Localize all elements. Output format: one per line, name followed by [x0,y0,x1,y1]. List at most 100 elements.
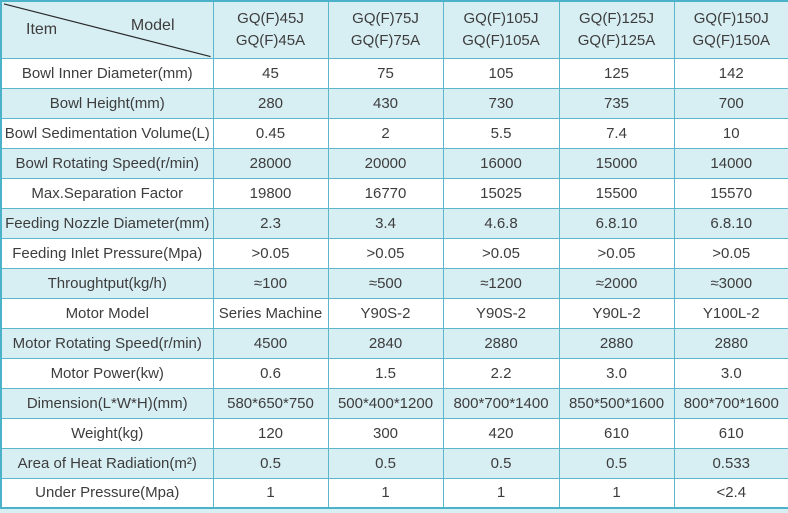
cell-value: 15000 [558,147,675,179]
cell-value: Y90S-2 [327,297,444,329]
table-row: Bowl Height(mm) 280 430 730 735 700 [0,87,788,119]
cell-value: 2.3 [212,207,329,239]
cell-value: 15570 [673,177,788,209]
cell-value: 2 [327,117,444,149]
table-row: Bowl Rotating Speed(r/min) 28000 20000 1600… [0,147,788,179]
row-label: Feeding Nozzle Diameter(mm) [0,207,214,239]
table-row: Bowl Inner Diameter(mm) 45 75 105 125 142 [0,57,788,89]
table-row: Under Pressure(Mpa) 1 1 1 1 <2.4 [0,477,788,509]
bottom-strip [0,509,788,513]
table-row: Feeding Nozzle Diameter(mm) 2.3 3.4 4.6.8 6.… [0,207,788,239]
item-label: Item [26,21,58,38]
cell-value: 800*700*1400 [442,387,560,419]
table-row: Bowl Sedimentation Volume(L) 0.45 2 5.5 7.4 1… [0,117,788,149]
cell-value: Y90S-2 [442,297,560,329]
cell-value: >0.05 [212,237,329,269]
cell-value: 1 [327,477,444,509]
cell-value: 10 [673,117,788,149]
table-body: Bowl Inner Diameter(mm) 45 75 105 125 142 Bowl… [0,57,788,509]
row-label: Feeding Inlet Pressure(Mpa) [0,237,214,269]
cell-value: 2880 [673,327,788,359]
cell-value: 280 [212,87,329,119]
cell-value: 15500 [558,177,675,209]
cell-value: >0.05 [442,237,560,269]
cell-value: 1 [212,477,329,509]
model-label: Model [130,17,175,34]
cell-value: 3.4 [327,207,444,239]
diagonal-divider-line [3,3,211,57]
cell-value: 28000 [212,147,329,179]
cell-value: 850*500*1600 [558,387,675,419]
cell-value: 2.2 [442,357,560,389]
cell-value: 2880 [558,327,675,359]
cell-value: 0.5 [327,447,444,479]
cell-value: 19800 [212,177,329,209]
table-row: Throughtput(kg/h) ≈100 ≈500 ≈1200 ≈2000 ≈3000 [0,267,788,299]
cell-value: 4.6.8 [442,207,560,239]
cell-value: 730 [442,87,560,119]
cell-value: 0.6 [212,357,329,389]
table-row: Feeding Inlet Pressure(Mpa) >0.05 >0.05 >0.… [0,237,788,269]
cell-value: 20000 [327,147,444,179]
cell-value: 0.5 [212,447,329,479]
cell-value: 800*700*1600 [673,387,788,419]
cell-value: 0.5 [558,447,675,479]
cell-value: 430 [327,87,444,119]
cell-value: 2880 [442,327,560,359]
cell-value: 580*650*750 [212,387,329,419]
table-row: Weight(kg) 120 300 420 610 610 [0,417,788,449]
cell-value: 75 [327,57,444,89]
cell-value: 1.5 [327,357,444,389]
cell-value: 0.45 [212,117,329,149]
cell-value: 3.0 [558,357,675,389]
row-label: Dimension(L*W*H)(mm) [0,387,214,419]
table-row: Motor Power(kw) 0.6 1.5 2.2 3.0 3.0 [0,357,788,389]
row-label: Area of Heat Radiation(m²) [0,447,214,479]
cell-value: 45 [212,57,329,89]
cell-value: ≈3000 [673,267,788,299]
cell-value: 300 [327,417,444,449]
row-label: Motor Rotating Speed(r/min) [0,327,214,359]
cell-value: ≈2000 [558,267,675,299]
model-column-header: GQ(F)45J GQ(F)45A [212,0,329,59]
model-column-header: GQ(F)125J GQ(F)125A [558,0,675,59]
cell-value: >0.05 [673,237,788,269]
row-label: Bowl Height(mm) [0,87,214,119]
cell-value: 610 [673,417,788,449]
cell-value: >0.05 [327,237,444,269]
cell-value: >0.05 [558,237,675,269]
table-row: Motor Rotating Speed(r/min) 4500 2840 2880 2… [0,327,788,359]
cell-value: 125 [558,57,675,89]
model-column-header: GQ(F)105J GQ(F)105A [442,0,560,59]
model-column-header: GQ(F)150J GQ(F)150A [673,0,788,59]
cell-value: 4500 [212,327,329,359]
row-label: Motor Model [0,297,214,329]
cell-value: 16770 [327,177,444,209]
table-row: Motor Model Series Machine Y90S-2 Y90S-2 Y90… [0,297,788,329]
cell-value: 14000 [673,147,788,179]
cell-value: 6.8.10 [673,207,788,239]
row-label: Max.Separation Factor [0,177,214,209]
row-label: Weight(kg) [0,417,214,449]
item-model-header: Item Model [0,0,214,59]
cell-value: 16000 [442,147,560,179]
cell-value: 7.4 [558,117,675,149]
cell-value: ≈1200 [442,267,560,299]
cell-value: Y90L-2 [558,297,675,329]
table-row: Max.Separation Factor 19800 16770 15025 1550… [0,177,788,209]
row-label: Bowl Inner Diameter(mm) [0,57,214,89]
cell-value: ≈100 [212,267,329,299]
cell-value: Y100L-2 [673,297,788,329]
cell-value: 142 [673,57,788,89]
cell-value: <2.4 [673,477,788,509]
cell-value: 3.0 [673,357,788,389]
cell-value: 610 [558,417,675,449]
row-label: Bowl Sedimentation Volume(L) [0,117,214,149]
cell-value: 105 [442,57,560,89]
row-label: Under Pressure(Mpa) [0,477,214,509]
cell-value: 1 [558,477,675,509]
cell-value: 120 [212,417,329,449]
row-label: Throughtput(kg/h) [0,267,214,299]
